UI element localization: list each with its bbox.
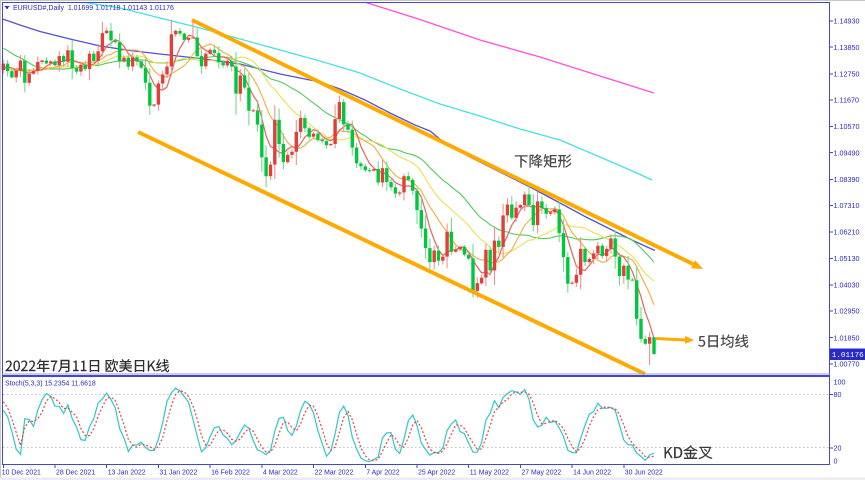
svg-text:0: 0 — [834, 457, 838, 466]
svg-text:1.13850: 1.13850 — [834, 43, 860, 52]
svg-text:11 May 2022: 11 May 2022 — [470, 469, 509, 476]
svg-text:25 Apr 2022: 25 Apr 2022 — [418, 469, 455, 476]
svg-text:1.05130: 1.05130 — [834, 254, 860, 263]
svg-text:22 Mar 2022: 22 Mar 2022 — [315, 469, 354, 476]
svg-text:1.09490: 1.09490 — [834, 148, 860, 157]
svg-text:28 Dec 2021: 28 Dec 2021 — [56, 469, 95, 476]
svg-text:1.08390: 1.08390 — [834, 175, 860, 184]
svg-text:4 Mar 2022: 4 Mar 2022 — [263, 469, 298, 476]
svg-text:13 Jan 2022: 13 Jan 2022 — [108, 469, 146, 476]
svg-text:16 Feb 2022: 16 Feb 2022 — [211, 469, 250, 476]
svg-text:100: 100 — [834, 377, 846, 386]
svg-text:1.04030: 1.04030 — [834, 281, 860, 290]
svg-text:1.06210: 1.06210 — [834, 228, 860, 237]
svg-text:1.00770: 1.00770 — [834, 360, 860, 369]
svg-text:1.07310: 1.07310 — [834, 201, 860, 210]
svg-text:7 Apr 2022: 7 Apr 2022 — [366, 469, 400, 476]
svg-text:1.02950: 1.02950 — [834, 307, 860, 316]
svg-text:27 May 2022: 27 May 2022 — [521, 469, 561, 476]
svg-text:1.01850: 1.01850 — [834, 333, 860, 342]
svg-text:1.01176: 1.01176 — [832, 352, 864, 360]
svg-text:30 Jun 2022: 30 Jun 2022 — [625, 469, 663, 476]
svg-text:1.10570: 1.10570 — [834, 122, 860, 131]
svg-text:1.12750: 1.12750 — [834, 69, 860, 78]
svg-text:1.11670: 1.11670 — [834, 96, 859, 105]
svg-text:EURUSD#,Daily 1.01699 1.01718: EURUSD#,Daily 1.01699 1.01718 1.01143 1.… — [13, 5, 174, 12]
svg-text:10 Dec 2021: 10 Dec 2021 — [2, 469, 41, 476]
svg-text:80: 80 — [834, 390, 842, 399]
svg-text:Stoch(5,3,3) 15.2354 11.6618: Stoch(5,3,3) 15.2354 11.6618 — [5, 380, 96, 387]
svg-text:31 Jan 2022: 31 Jan 2022 — [159, 469, 197, 476]
svg-text:20: 20 — [834, 444, 842, 453]
svg-text:1.14930: 1.14930 — [834, 17, 860, 26]
svg-text:14 Jun 2022: 14 Jun 2022 — [573, 469, 611, 476]
